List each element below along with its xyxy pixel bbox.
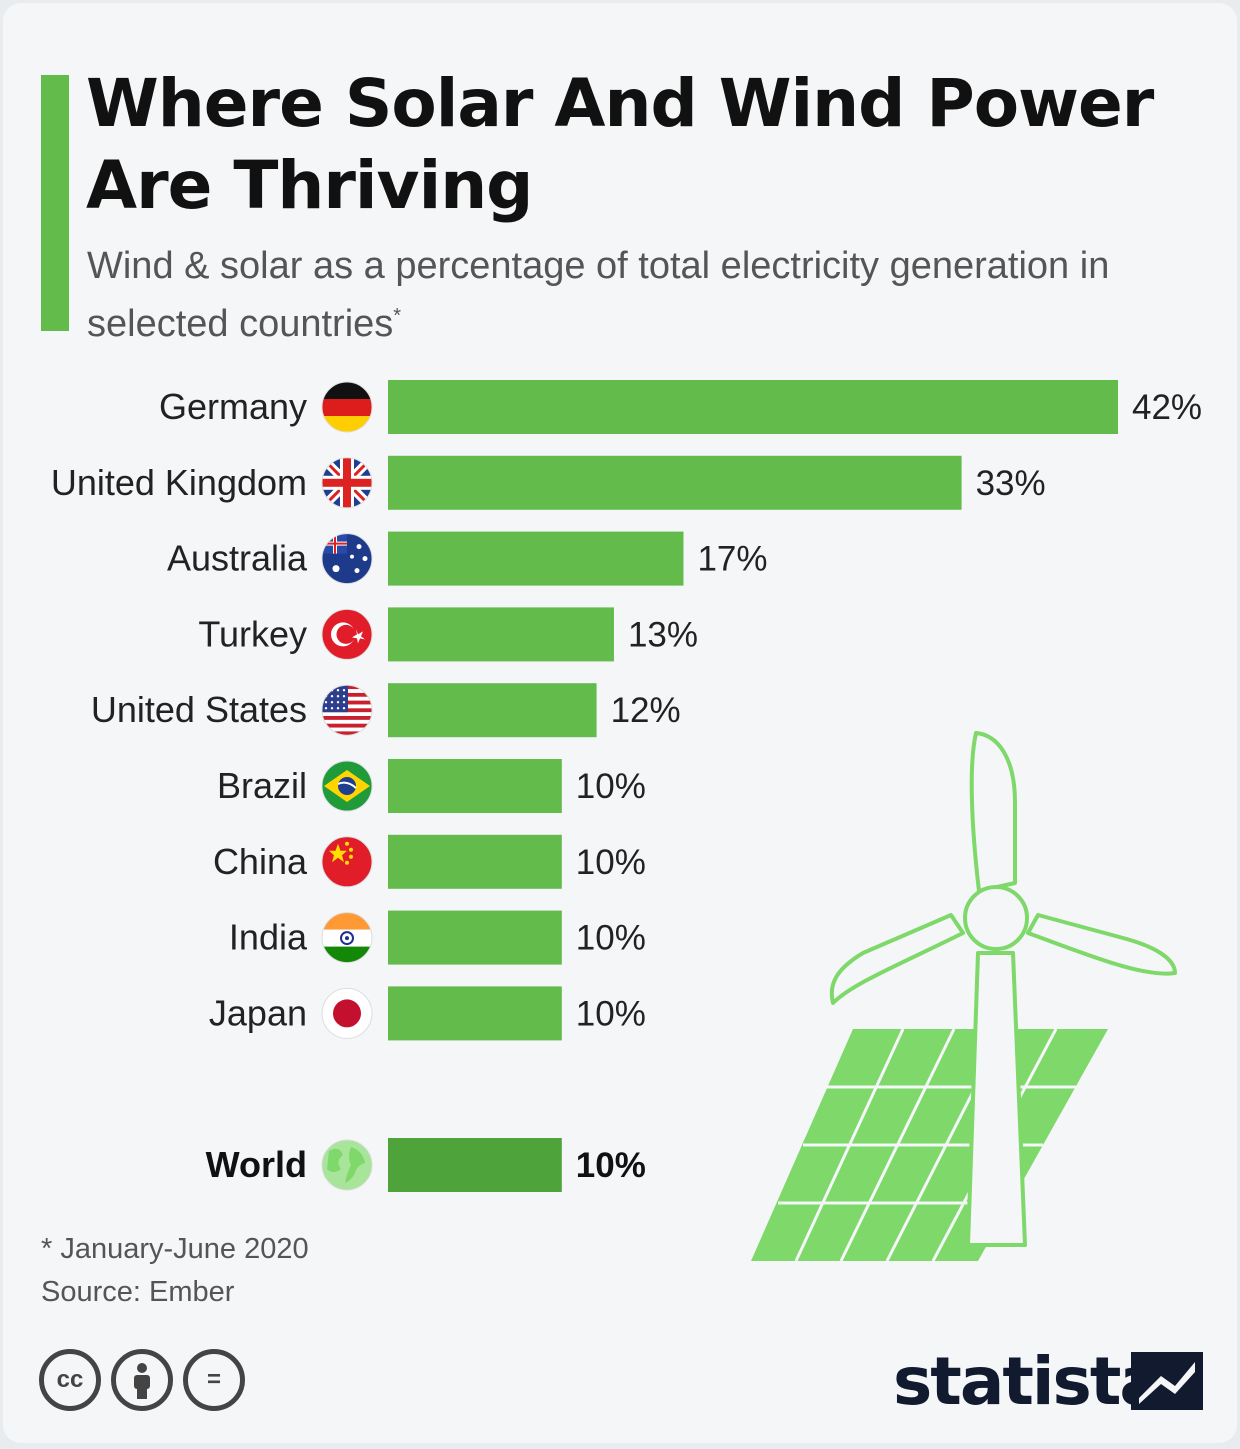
bar-row-india: India 10% — [229, 910, 646, 965]
statista-logo[interactable]: statista — [893, 1343, 1164, 1420]
category-label-brazil: Brazil — [217, 765, 307, 806]
bar-row-china: China 10% — [213, 834, 646, 889]
bar-brazil — [388, 759, 562, 813]
chart-title: Where Solar And Wind Power Are Thriving — [86, 65, 1154, 224]
bar-row-australia: Australia 17% — [167, 531, 768, 586]
category-label-australia: Australia — [167, 538, 308, 579]
bar-united-kingdom — [388, 455, 962, 510]
subtitle-footnote-marker: * — [393, 305, 402, 327]
bar-row-united-states: United States 12% — [91, 683, 681, 738]
bar-germany — [388, 380, 1118, 434]
bars-group: Germany 42% United Kingdom 33% Australia 17% T… — [51, 380, 1202, 1192]
bar-row-germany: Germany 42% — [159, 380, 1202, 434]
uk-flag-icon — [321, 457, 373, 509]
usa-flag-icon — [321, 684, 373, 736]
solar-panel-illustration — [751, 1028, 1108, 1262]
value-label-india: 10% — [576, 919, 646, 958]
category-label-germany: Germany — [159, 386, 307, 427]
bar-turkey — [388, 607, 614, 662]
bar-chart: Germany 42% United Kingdom 33% Australia 17% T… — [51, 380, 1202, 1262]
turkey-flag-icon — [321, 608, 373, 660]
value-label-japan: 10% — [576, 994, 646, 1033]
bar-japan — [388, 986, 562, 1041]
value-label-united-kingdom: 33% — [976, 464, 1046, 503]
wind-turbine-illustration — [829, 731, 1177, 1247]
bar-row-united-kingdom: United Kingdom 33% — [51, 455, 1046, 510]
value-label-united-states: 12% — [611, 691, 681, 730]
australia-flag-icon — [321, 533, 373, 585]
category-label-turkey: Turkey — [198, 613, 307, 654]
brazil-flag-icon — [321, 760, 373, 812]
india-flag-icon — [321, 912, 373, 964]
bar-row-brazil: Brazil 10% — [217, 759, 646, 813]
japan-flag-icon — [321, 987, 373, 1039]
category-label-japan: Japan — [209, 992, 307, 1033]
bar-row-world: World 10% — [206, 1138, 646, 1192]
category-label-united-states: United States — [91, 689, 307, 730]
category-label-united-kingdom: United Kingdom — [51, 462, 307, 503]
bar-row-japan: Japan 10% — [209, 986, 646, 1041]
category-label-world: World — [206, 1144, 307, 1185]
infographic-card: Where Solar And Wind Power Are Thriving … — [3, 3, 1237, 1443]
value-label-australia: 17% — [697, 540, 767, 579]
china-flag-icon — [321, 836, 373, 888]
bar-china — [388, 834, 562, 889]
no-derivatives-icon[interactable]: = — [183, 1349, 245, 1411]
subtitle-text: Wind & solar as a percentage of total el… — [87, 245, 1110, 345]
category-label-india: India — [229, 917, 308, 958]
cc-icon[interactable]: cc — [39, 1349, 101, 1411]
bar-united-states — [388, 683, 597, 738]
footnote: * January-June 2020 — [41, 1233, 309, 1265]
category-label-china: China — [213, 841, 308, 882]
title-accent-bar — [41, 75, 69, 331]
value-label-brazil: 10% — [576, 767, 646, 806]
bar-india — [388, 910, 562, 965]
attribution-icon[interactable] — [111, 1349, 173, 1411]
value-label-world: 10% — [576, 1146, 646, 1185]
germany-flag-icon — [321, 381, 373, 433]
source-note: Source: Ember — [41, 1276, 235, 1308]
bar-row-turkey: Turkey 13% — [198, 607, 698, 662]
value-label-germany: 42% — [1132, 388, 1202, 427]
globe-icon — [321, 1139, 373, 1191]
value-label-turkey: 13% — [628, 615, 698, 654]
bar-world — [388, 1138, 562, 1192]
bar-australia — [388, 531, 684, 586]
chart-subtitle: Wind & solar as a percentage of total el… — [87, 241, 1207, 349]
value-label-china: 10% — [576, 843, 646, 882]
license-icons: cc = — [39, 1349, 255, 1411]
statista-logo-mark-icon — [1131, 1352, 1203, 1410]
